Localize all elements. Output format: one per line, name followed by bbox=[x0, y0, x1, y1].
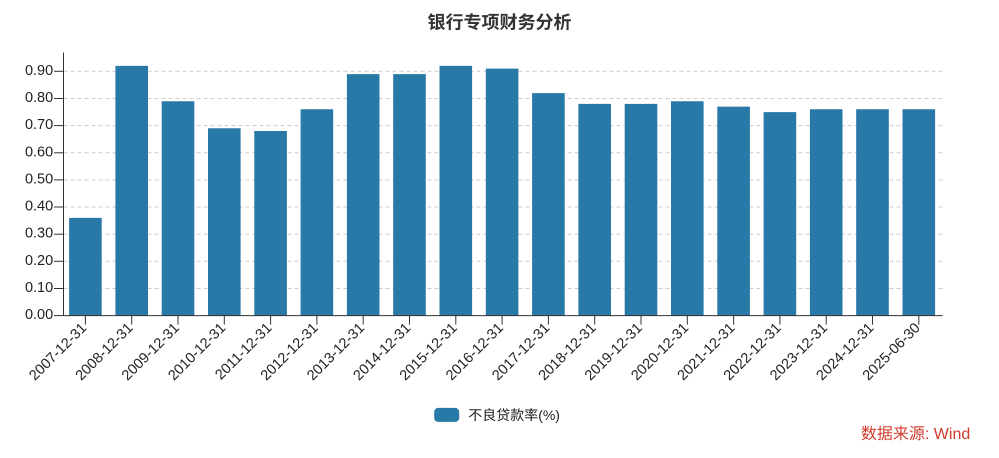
svg-text:0.90: 0.90 bbox=[25, 63, 53, 79]
svg-text:0.80: 0.80 bbox=[25, 90, 53, 106]
svg-text:0.00: 0.00 bbox=[25, 307, 53, 323]
svg-text:: Wind: : Wind bbox=[925, 426, 970, 443]
svg-text:0.50: 0.50 bbox=[25, 171, 53, 187]
svg-text:0.40: 0.40 bbox=[25, 199, 53, 215]
svg-text:0.30: 0.30 bbox=[25, 226, 53, 242]
svg-text:(%): (%) bbox=[538, 407, 560, 423]
svg-text:0.60: 0.60 bbox=[25, 144, 53, 160]
svg-text:0.70: 0.70 bbox=[25, 117, 53, 133]
svg-text:0.10: 0.10 bbox=[25, 280, 53, 296]
svg-text:0.20: 0.20 bbox=[25, 253, 53, 269]
